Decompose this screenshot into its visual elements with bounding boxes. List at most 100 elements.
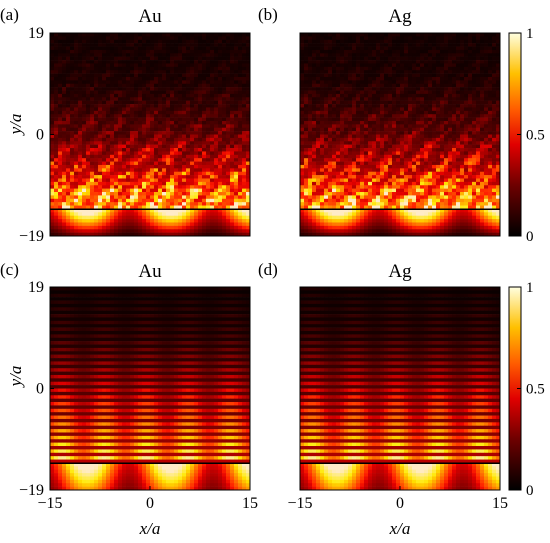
heatmap-cell (496, 90, 501, 95)
heatmap-cell (316, 137, 321, 142)
heatmap-cell (444, 154, 449, 159)
heatmap-cell (380, 151, 385, 156)
heatmap-cell (182, 161, 187, 166)
heatmap-cell (78, 66, 83, 71)
heatmap-cell (134, 185, 139, 189)
heatmap-cell (102, 100, 107, 105)
heatmap-cell (154, 195, 159, 200)
heatmap-cell (190, 49, 195, 54)
heatmap-cell (448, 124, 453, 129)
heatmap-cell (428, 104, 433, 108)
heatmap-cell (146, 104, 151, 108)
heatmap-cell (300, 158, 305, 162)
heatmap-cell (178, 225, 183, 230)
heatmap-cell (460, 46, 465, 51)
heatmap-cell (464, 56, 469, 61)
heatmap-cell (154, 100, 159, 105)
heatmap-cell (174, 76, 179, 81)
heatmap-cell (74, 195, 79, 200)
heatmap-cell (464, 110, 469, 115)
heatmap-cell (416, 66, 421, 71)
heatmap-cell (242, 39, 247, 44)
heatmap-cell (222, 229, 227, 233)
heatmap-cell (246, 46, 251, 51)
heatmap-cell (82, 185, 87, 189)
heatmap-cell (170, 80, 175, 85)
heatmap-cell (102, 198, 107, 203)
heatmap-cell (372, 144, 377, 149)
heatmap-cell (190, 131, 195, 135)
heatmap-cell (336, 117, 341, 122)
heatmap-cell (86, 195, 91, 200)
heatmap-cell (320, 70, 325, 74)
heatmap-cell (222, 83, 227, 88)
heatmap-cell (396, 144, 401, 149)
heatmap-cell (480, 100, 485, 105)
heatmap-cell (218, 90, 223, 95)
heatmap-cell (202, 185, 207, 189)
heatmap-cell (202, 141, 207, 145)
heatmap-cell (202, 56, 207, 61)
heatmap-cell (218, 56, 223, 61)
heatmap-cell (142, 154, 147, 159)
heatmap-cell (218, 202, 223, 206)
heatmap-cell (404, 104, 409, 108)
heatmap-cell (316, 60, 321, 64)
heatmap-cell (316, 107, 321, 112)
heatmap-cell (436, 56, 441, 61)
heatmap-cell (74, 66, 79, 71)
heatmap-cell (214, 33, 219, 37)
heatmap-cell (154, 205, 159, 210)
heatmap-cell (110, 144, 115, 149)
heatmap-cell (142, 185, 147, 189)
heatmap-cell (198, 144, 203, 149)
heatmap-cell (134, 53, 139, 57)
heatmap-cell (62, 110, 67, 115)
heatmap-cell (122, 83, 127, 88)
heatmap-cell (66, 104, 71, 108)
heatmap-cell (416, 87, 421, 91)
heatmap-cell (472, 63, 477, 68)
heatmap-cell (464, 93, 469, 98)
heatmap-cell (468, 114, 473, 118)
heatmap-cell (174, 114, 179, 118)
heatmap-cell (392, 80, 397, 85)
heatmap-cell (118, 110, 123, 115)
heatmap-cell (376, 36, 381, 41)
heatmap-cell (308, 39, 313, 44)
heatmap-cell (70, 181, 75, 186)
heatmap-cell (246, 56, 251, 61)
heatmap-cell (496, 134, 501, 139)
heatmap-cell (218, 104, 223, 108)
heatmap-cell (484, 43, 489, 47)
heatmap-cell (448, 110, 453, 115)
heatmap-cell (400, 120, 405, 125)
heatmap-cell (54, 36, 59, 41)
heatmap-cell (408, 127, 413, 132)
heatmap-cell (242, 195, 247, 200)
heatmap-cell (380, 70, 385, 74)
heatmap-cell (90, 212, 95, 216)
heatmap-cell (210, 225, 215, 230)
heatmap-cell (102, 137, 107, 142)
heatmap-cell (372, 127, 377, 132)
heatmap-cell (404, 97, 409, 101)
heatmap-cell (246, 120, 251, 125)
heatmap-cell (344, 53, 349, 57)
heatmap-cell (206, 76, 211, 81)
heatmap-cell (242, 120, 247, 125)
heatmap-cell (444, 107, 449, 112)
heatmap-cell (308, 158, 313, 162)
heatmap-cell (190, 120, 195, 125)
heatmap-cell (158, 198, 163, 203)
heatmap-cell (308, 164, 313, 169)
heatmap-cell (460, 144, 465, 149)
heatmap-cell (94, 87, 99, 91)
heatmap-cell (134, 49, 139, 54)
heatmap-cell (222, 168, 227, 173)
heatmap-cell (304, 151, 309, 156)
heatmap-cell (50, 141, 55, 145)
heatmap-cell (90, 80, 95, 85)
heatmap-cell (388, 53, 393, 57)
heatmap-cell (218, 151, 223, 156)
